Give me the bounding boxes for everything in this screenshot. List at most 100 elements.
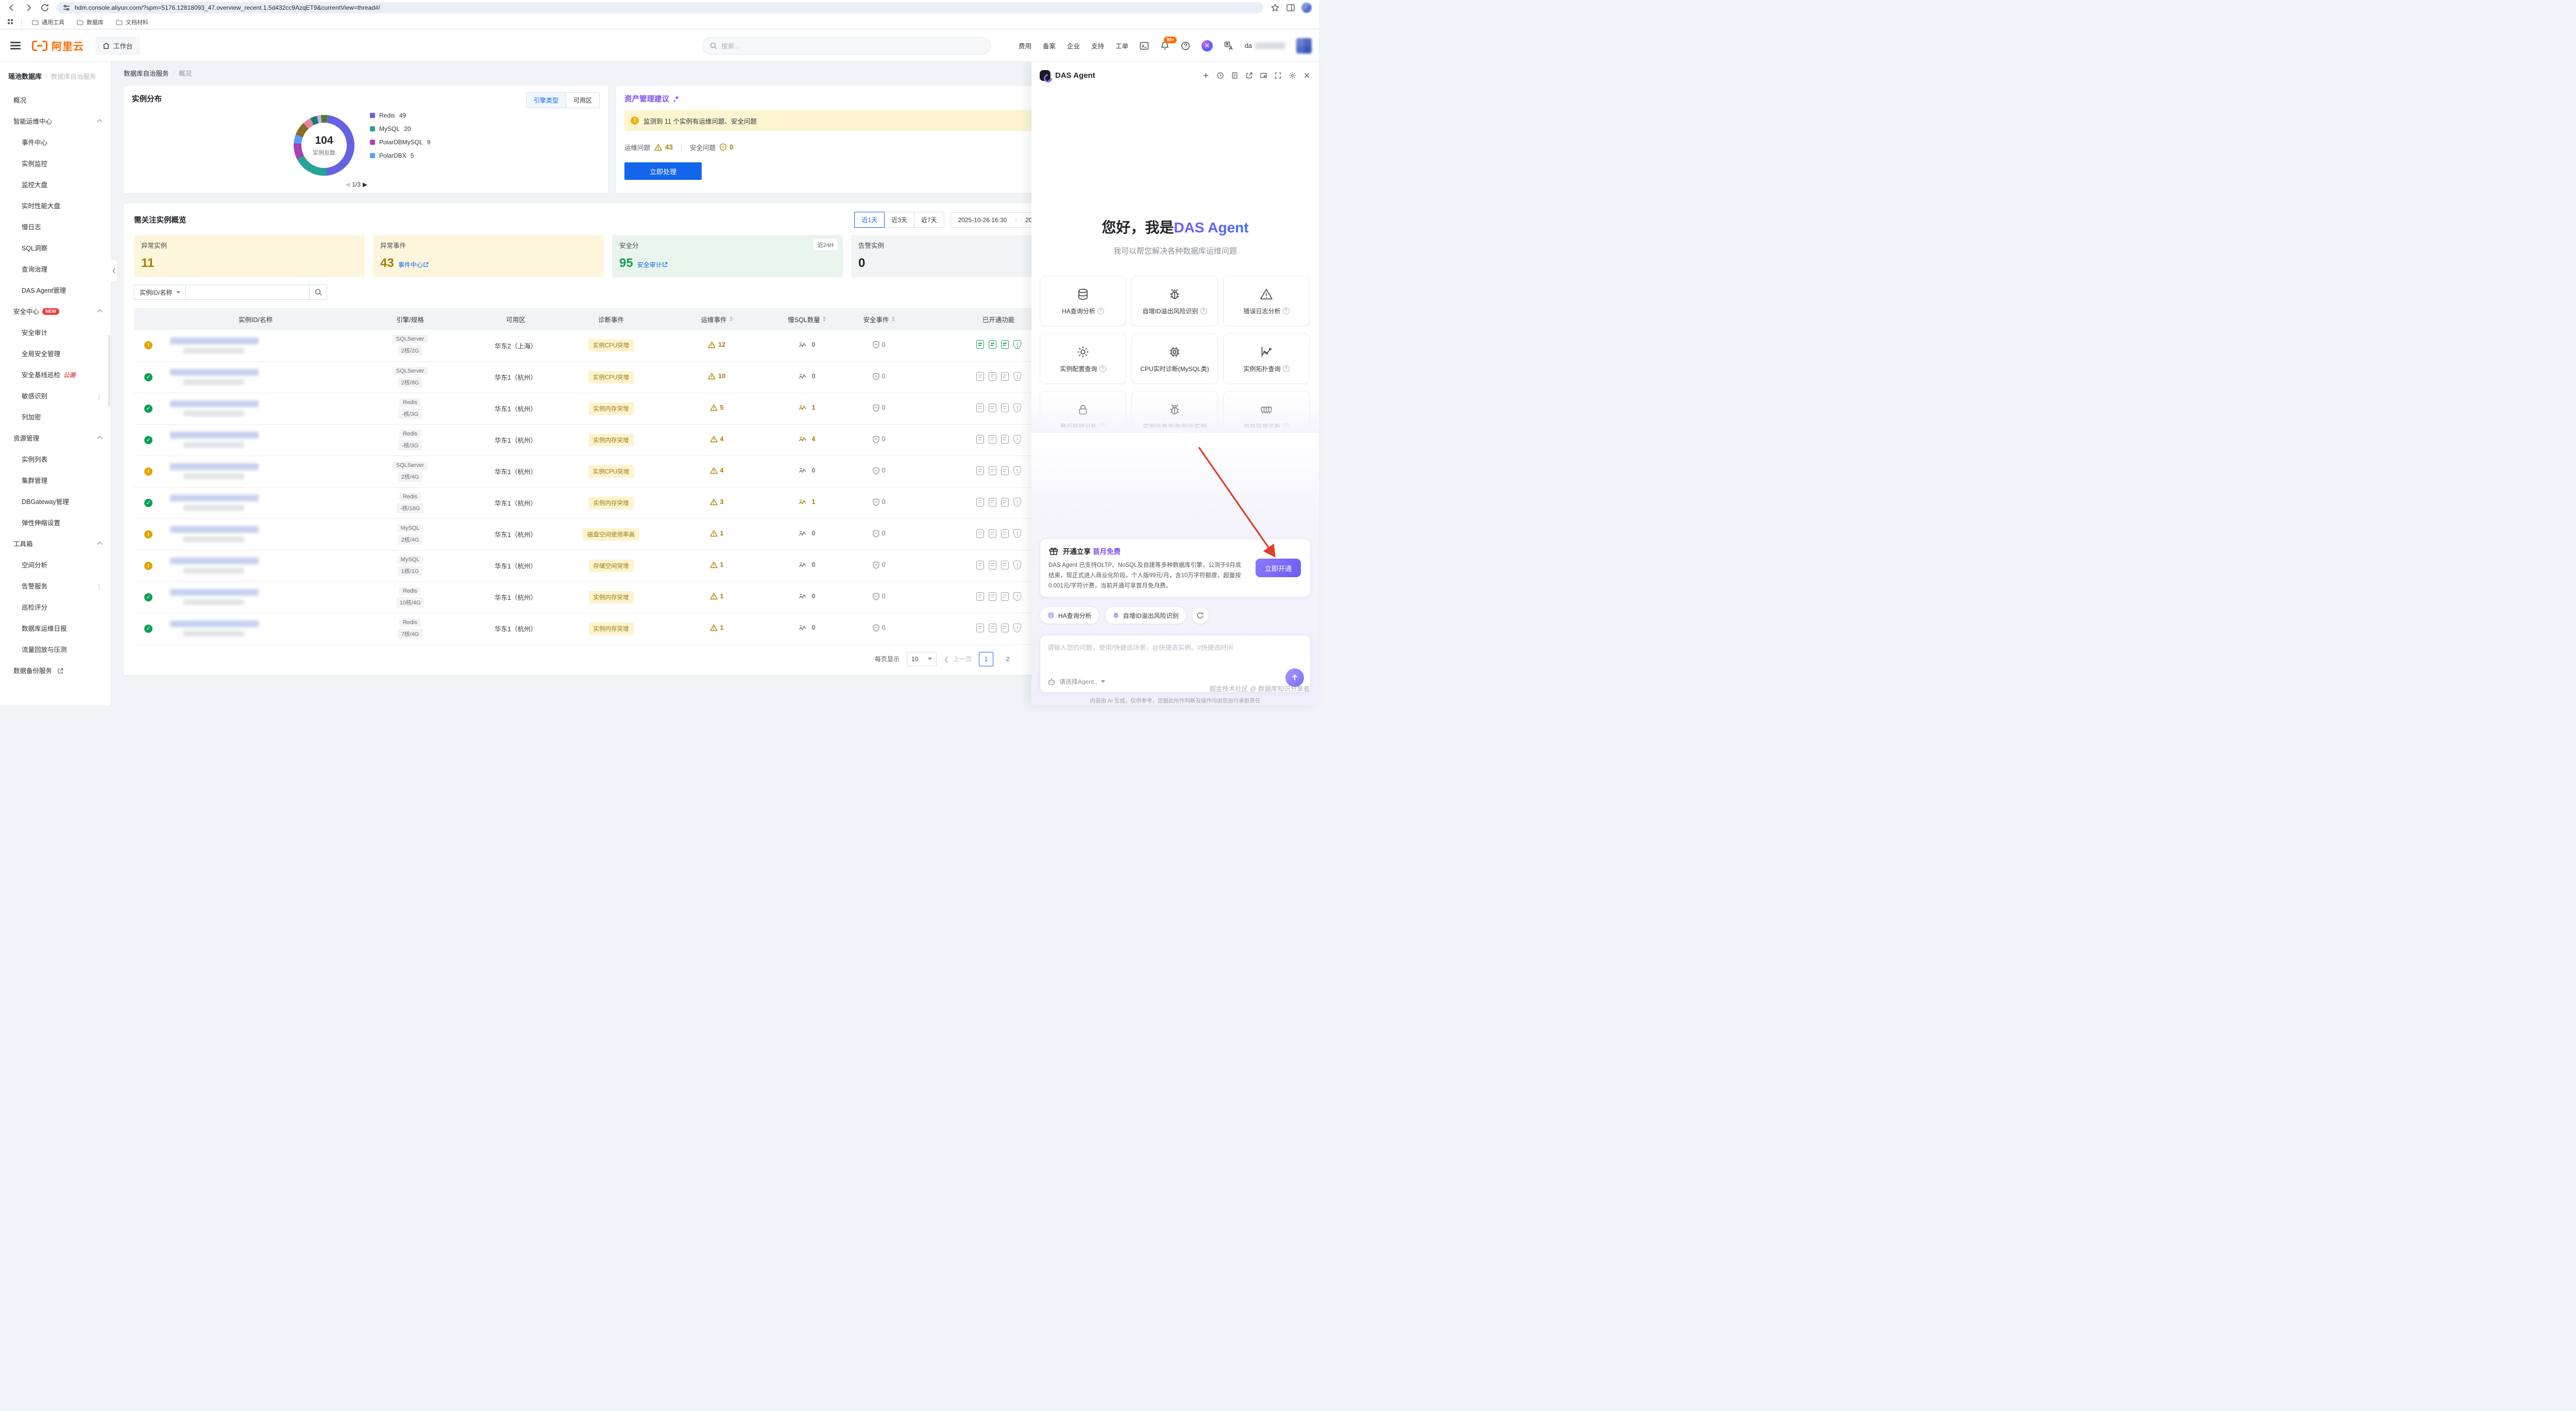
ops-events-count[interactable]: 4 xyxy=(709,467,723,474)
instance-name-blurred[interactable] xyxy=(163,495,348,511)
pager-next-icon[interactable]: ▶ xyxy=(362,181,368,188)
pager-prev-icon[interactable]: ◀ xyxy=(345,181,350,188)
sidebar-item-ops-daily-report[interactable]: 数据库运维日报 xyxy=(22,625,67,632)
slow-sql-count[interactable]: 1 xyxy=(799,404,815,411)
diagnosis-badge[interactable]: 实例内存突增 xyxy=(588,402,634,415)
activate-now-button[interactable]: 立即开通 xyxy=(1256,559,1301,577)
feature-ha-query[interactable]: HA查询分析? xyxy=(1040,276,1126,326)
chip-ha-query[interactable]: HA查询分析 xyxy=(1040,607,1099,624)
breadcrumb-root[interactable]: 瑶池数据库 xyxy=(8,73,42,80)
security-events-count[interactable]: 0 xyxy=(872,592,885,600)
feature-cpu-diagnosis[interactable]: CPU实时诊断(MySQL类) xyxy=(1131,333,1218,384)
sql-doc-icon[interactable] xyxy=(976,529,984,538)
ai-assistant-icon[interactable]: ✕ xyxy=(1201,40,1213,52)
sql-insight-icon[interactable] xyxy=(1001,497,1009,507)
ops-events-count[interactable]: 5 xyxy=(709,404,723,411)
col-slow-sql[interactable]: 慢SQL数量 xyxy=(771,308,843,330)
legend-item-polardbmysql[interactable]: PolarDBMySQL 9 xyxy=(370,139,430,146)
security-icon[interactable] xyxy=(1013,466,1021,475)
new-chat-icon[interactable] xyxy=(1202,72,1210,79)
sidebar-item-overview[interactable]: 概况 xyxy=(13,97,27,104)
instance-name-blurred[interactable] xyxy=(163,432,348,448)
enabled-features-icons[interactable] xyxy=(976,372,1021,381)
diagnosis-badge[interactable]: 存储空间突增 xyxy=(588,559,634,572)
apps-grid-icon[interactable] xyxy=(7,19,15,26)
sort-icon[interactable] xyxy=(822,316,826,322)
sidebar-item-query-governance[interactable]: 查询治理 xyxy=(22,266,48,273)
tab-1day[interactable]: 近1天 xyxy=(854,212,885,228)
global-search-input[interactable]: 搜索... xyxy=(702,37,991,55)
instance-name-blurred[interactable] xyxy=(163,620,348,636)
language-icon[interactable] xyxy=(1224,41,1233,51)
workbench-button[interactable]: 工作台 xyxy=(95,36,140,55)
hamburger-menu-icon[interactable] xyxy=(10,40,21,52)
diagnosis-badge[interactable]: 实例内存突增 xyxy=(588,433,634,446)
sql-doc-icon[interactable] xyxy=(976,434,984,444)
diagnosis-badge[interactable]: 实例内存突增 xyxy=(588,622,634,635)
help-icon[interactable]: ? xyxy=(1099,365,1106,372)
sidebar-item-instance-monitor[interactable]: 实例监控 xyxy=(22,160,48,167)
sidebar-item-inspection-score[interactable]: 巡检评分 xyxy=(22,604,48,611)
search-button[interactable] xyxy=(310,284,328,300)
slow-sql-count[interactable]: 1 xyxy=(799,498,815,506)
enabled-features-icons[interactable] xyxy=(976,403,1021,412)
legend-item-redis[interactable]: Redis 49 xyxy=(370,112,430,119)
menu-tickets[interactable]: 工单 xyxy=(1115,43,1129,50)
sidebar-item-traffic-replay[interactable]: 流量回放与压测 xyxy=(22,646,67,653)
kebab-menu-icon[interactable]: ⋮ xyxy=(96,393,103,400)
sql-insight-icon[interactable] xyxy=(1001,340,1009,349)
sidebar-group-security-center[interactable]: 安全中心 NEW xyxy=(0,301,111,323)
close-icon[interactable] xyxy=(1303,72,1311,79)
help-icon[interactable]: ? xyxy=(1282,423,1290,428)
sidebar-item-sensitive-detect[interactable]: 敏感识别 ⋮ xyxy=(0,386,111,407)
security-icon[interactable] xyxy=(1013,560,1021,569)
toggle-zone[interactable]: 可用区 xyxy=(565,93,599,108)
sidebar-item-space-analysis[interactable]: 空间分析 xyxy=(22,562,48,569)
security-events-count[interactable]: 0 xyxy=(872,435,885,443)
sidebar-item-event-center[interactable]: 事件中心 xyxy=(22,139,48,146)
sidebar-item-das-agent-mgmt[interactable]: DAS Agent管理 xyxy=(22,287,66,294)
sidebar-item-backup-service[interactable]: 数据备份服务 xyxy=(0,661,111,682)
table-row[interactable]: Redis-核/18G 华东1（杭州） 实例内存突增 3 1 0 xyxy=(134,487,1082,519)
col-zone[interactable]: 可用区 xyxy=(472,308,560,330)
sql-insight-icon[interactable] xyxy=(1001,529,1009,538)
breadcrumb-service[interactable]: 数据库自治服务 xyxy=(124,70,169,77)
report-icon[interactable] xyxy=(988,372,996,381)
sidebar-item-monitor-dashboard[interactable]: 监控大盘 xyxy=(22,181,48,189)
sidebar-group-intelligent-ops[interactable]: 智能运维中心 xyxy=(0,111,111,132)
search-input[interactable] xyxy=(186,284,310,300)
diagnosis-badge[interactable]: 实例CPU突增 xyxy=(588,339,634,352)
report-icon[interactable] xyxy=(988,403,996,412)
agent-select[interactable]: 请选择Agent.. xyxy=(1047,677,1106,686)
col-engine[interactable]: 引擎/规格 xyxy=(348,308,472,330)
pip-window-icon[interactable] xyxy=(1260,72,1267,79)
instance-name-blurred[interactable] xyxy=(163,337,348,354)
sql-insight-icon[interactable] xyxy=(1001,466,1009,475)
sidebar-scrollbar[interactable] xyxy=(108,335,110,407)
feature-auto-id-risk[interactable]: 自增ID溢出风险识别? xyxy=(1131,276,1218,326)
slow-sql-count[interactable]: 0 xyxy=(799,373,815,380)
report-icon[interactable] xyxy=(988,529,996,538)
table-row[interactable]: Redis-核/3G 华东1（杭州） 实例内存突增 5 1 0 xyxy=(134,393,1082,425)
col-instance[interactable]: 实例ID/名称 xyxy=(163,308,348,330)
sql-insight-icon[interactable] xyxy=(1001,592,1009,601)
security-icon[interactable] xyxy=(1013,340,1021,349)
menu-billing[interactable]: 费用 xyxy=(1019,43,1032,50)
enabled-features-icons[interactable] xyxy=(976,434,1021,444)
sort-icon[interactable] xyxy=(891,316,895,322)
sidebar-group-toolbox[interactable]: 工具箱 xyxy=(0,534,111,555)
security-audit-link[interactable]: 安全审计 xyxy=(637,261,662,268)
sidebar-item-dbgateway[interactable]: DBGateway管理 xyxy=(22,498,69,506)
ops-events-count[interactable]: 1 xyxy=(709,561,723,568)
sql-insight-icon[interactable] xyxy=(1001,434,1009,444)
task-list-icon[interactable] xyxy=(1231,72,1239,79)
help-icon[interactable]: ? xyxy=(1282,365,1290,372)
sidebar-item-cluster-mgmt[interactable]: 集群管理 xyxy=(22,477,48,484)
kebab-menu-icon[interactable]: ⋮ xyxy=(96,583,103,591)
instance-name-blurred[interactable] xyxy=(163,558,348,574)
notifications-bell-icon[interactable]: 99+ xyxy=(1160,36,1177,51)
ops-events-count[interactable]: 1 xyxy=(709,624,723,631)
sql-insight-icon[interactable] xyxy=(1001,560,1009,569)
col-diagnosis[interactable]: 诊断事件 xyxy=(560,308,663,330)
sidebar-item-security-audit[interactable]: 安全审计 xyxy=(22,329,48,337)
